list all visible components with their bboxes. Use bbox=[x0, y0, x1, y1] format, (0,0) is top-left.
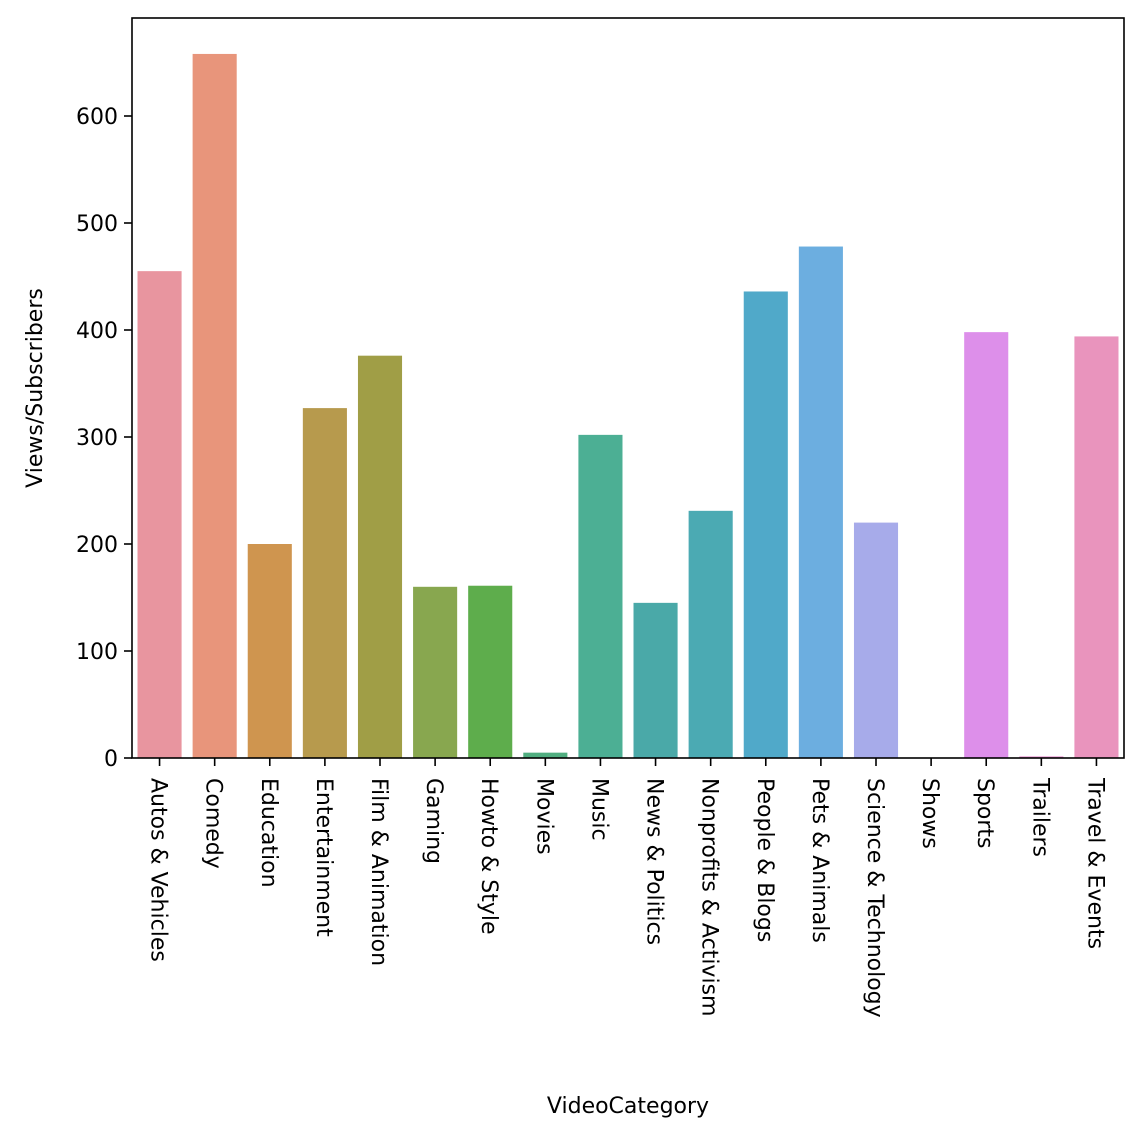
y-axis-label: Views/Subscribers bbox=[23, 288, 48, 488]
x-tick-label: Gaming bbox=[421, 778, 446, 864]
bar-nonprofits-activism bbox=[688, 510, 733, 758]
bar-howto-style bbox=[468, 585, 513, 758]
y-tick-label: 500 bbox=[76, 212, 118, 237]
x-tick-label: People & Blogs bbox=[752, 778, 777, 942]
bar-news-politics bbox=[633, 602, 678, 758]
y-tick-label: 100 bbox=[76, 640, 118, 665]
bar-travel-events bbox=[1074, 336, 1119, 758]
x-tick-label: Nonprofits & Activism bbox=[697, 778, 722, 1016]
bar-education bbox=[247, 544, 292, 758]
x-axis-label: VideoCategory bbox=[547, 1094, 709, 1119]
y-tick-label: 300 bbox=[76, 426, 118, 451]
bar-science-technology bbox=[853, 522, 899, 758]
x-tick-label: Autos & Vehicles bbox=[146, 778, 171, 962]
x-tick-label: Music bbox=[586, 778, 611, 841]
x-tick-label: Education bbox=[256, 778, 281, 888]
x-tick-label: Comedy bbox=[201, 778, 226, 869]
x-tick-label: Howto & Style bbox=[476, 778, 501, 934]
x-tick-label: Trailers bbox=[1027, 777, 1052, 857]
y-tick-label: 400 bbox=[76, 319, 118, 344]
x-tick-label: Travel & Events bbox=[1082, 777, 1107, 949]
bar-film-animation bbox=[357, 355, 403, 758]
x-tick-label: Pets & Animals bbox=[807, 778, 832, 943]
bar-pets-animals bbox=[798, 246, 843, 759]
y-tick-label: 200 bbox=[76, 533, 118, 558]
x-tick-label: Entertainment bbox=[311, 778, 336, 937]
bar-gaming bbox=[413, 586, 458, 758]
y-axis-ticks: 0 100 200 300 400 500 600 bbox=[76, 105, 132, 772]
bar-sports bbox=[964, 332, 1009, 758]
bars-group bbox=[137, 53, 1119, 759]
y-tick-label: 0 bbox=[104, 747, 118, 772]
x-tick-label: Science & Technology bbox=[862, 778, 887, 1018]
x-axis-ticks: Autos & Vehicles Comedy Education Entertain… bbox=[146, 758, 1107, 1018]
bar-autos-vehicles bbox=[137, 271, 182, 758]
bar-people-blogs bbox=[743, 291, 788, 758]
bar-movies bbox=[523, 752, 568, 758]
x-tick-label: Movies bbox=[531, 778, 556, 855]
plot-frame bbox=[131, 17, 1125, 759]
x-tick-label: Film & Animation bbox=[366, 778, 391, 966]
y-tick-label: 600 bbox=[76, 105, 118, 130]
x-tick-label: Shows bbox=[917, 778, 942, 849]
bar-entertainment bbox=[302, 408, 347, 758]
bar-comedy bbox=[192, 53, 237, 758]
x-tick-label: Sports bbox=[972, 778, 997, 849]
bar-music bbox=[578, 434, 623, 758]
x-tick-label: News & Politics bbox=[642, 778, 667, 945]
bar-trailers bbox=[1019, 756, 1064, 758]
